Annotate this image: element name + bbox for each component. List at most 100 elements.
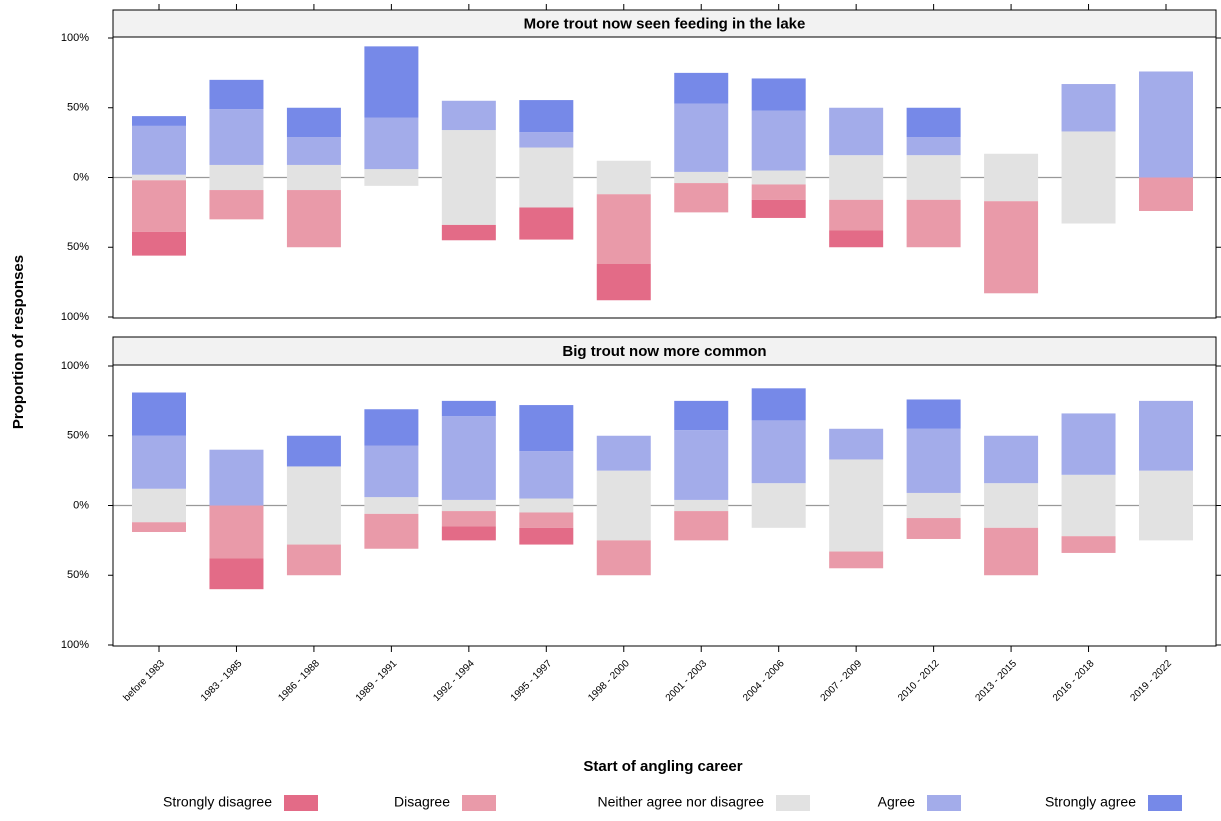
x-tick-label: 1998 - 2000	[586, 658, 632, 704]
bar-segment	[906, 428, 961, 493]
bar-segment	[364, 117, 419, 170]
bar-segment	[1061, 536, 1116, 553]
x-tick-label: 2007 - 2009	[819, 658, 865, 704]
legend-label: Strongly agree	[1045, 794, 1136, 810]
legend-swatch	[462, 795, 496, 811]
bar-segment	[751, 420, 806, 484]
bar-segment	[751, 170, 806, 185]
bar-segment	[829, 155, 884, 200]
x-tick-label: before 1983	[121, 658, 167, 704]
bar-segment	[286, 466, 341, 545]
bar-segment	[286, 137, 341, 165]
x-tick-label: 1995 - 1997	[509, 658, 555, 704]
y-tick-label: 0%	[73, 171, 89, 183]
y-tick-label: 50%	[67, 102, 89, 114]
bar-segment	[596, 470, 651, 541]
bar-segment	[441, 526, 496, 541]
bar-segment	[519, 512, 574, 528]
x-axis-title: Start of angling career	[583, 758, 742, 775]
bar-segment	[596, 160, 651, 195]
bar-segment	[1139, 400, 1193, 471]
bar-segment	[364, 497, 419, 514]
bar-segment	[441, 224, 496, 241]
y-axis-title: Proportion of responses	[10, 255, 27, 429]
bar-segment	[906, 518, 961, 539]
bar-segment	[209, 109, 264, 165]
bar-segment	[906, 137, 961, 156]
bar-segment	[1061, 131, 1116, 224]
bar-segment	[132, 116, 186, 126]
bar-segment	[984, 483, 1039, 528]
bar-segment	[1061, 84, 1116, 132]
bar-segment	[209, 190, 264, 220]
bar-segment	[286, 435, 341, 467]
bar-segment	[519, 147, 574, 208]
bar-segment	[364, 513, 419, 549]
bar-segment	[1061, 474, 1116, 537]
bar-segment	[364, 445, 419, 498]
bar-segment	[441, 100, 496, 131]
bar-segment	[984, 527, 1039, 576]
bar-segment	[286, 107, 341, 138]
bar-segment	[906, 399, 961, 429]
bar-segment	[751, 483, 806, 528]
bar-segment	[829, 230, 884, 248]
y-tick-label: 0%	[73, 499, 89, 511]
bar-segment	[829, 199, 884, 231]
panel-strip	[112, 9, 1217, 38]
bar-segment	[596, 435, 651, 471]
bar-segment	[674, 171, 729, 184]
bar-segment	[519, 498, 574, 513]
bar-segment	[441, 130, 496, 225]
legend-label: Disagree	[394, 794, 450, 810]
bar-segment	[984, 153, 1039, 202]
bar-segment	[1061, 413, 1116, 475]
bar-segment	[519, 132, 574, 148]
bar-segment	[132, 231, 186, 256]
bar-segment	[1139, 470, 1193, 541]
bar-segment	[674, 499, 729, 512]
bar-segment	[209, 164, 264, 191]
x-tick-label: 2010 - 2012	[896, 658, 942, 704]
bar-segment	[441, 400, 496, 417]
bar-segment	[286, 190, 341, 248]
x-tick-label: 1992 - 1994	[431, 658, 477, 704]
bar-segment	[829, 551, 884, 569]
x-tick-label: 1983 - 1985	[199, 658, 245, 704]
x-tick-label: 2004 - 2006	[741, 658, 787, 704]
y-tick-label: 50%	[67, 569, 89, 581]
bar-segment	[829, 428, 884, 460]
bar-segment	[751, 184, 806, 200]
bar-segment	[132, 392, 186, 436]
legend-swatch	[776, 795, 810, 811]
y-tick-label: 100%	[61, 360, 89, 372]
bar-segment	[209, 505, 264, 559]
x-tick-label: 2013 - 2015	[974, 658, 1020, 704]
legend-swatch	[1148, 795, 1182, 811]
panel-strip	[112, 336, 1217, 366]
bar-segment	[132, 435, 186, 489]
x-tick-label: 1986 - 1988	[276, 658, 322, 704]
legend-label: Strongly disagree	[163, 794, 272, 810]
bar-segment	[984, 435, 1039, 484]
bar-segment	[674, 72, 729, 104]
y-tick-label: 100%	[61, 639, 89, 651]
bar-segment	[751, 78, 806, 111]
bar-segment	[829, 459, 884, 552]
bar-segment	[906, 107, 961, 138]
bar-segment	[674, 103, 729, 172]
bar-segment	[364, 169, 419, 186]
bar-segment	[519, 451, 574, 499]
bar-segment	[674, 430, 729, 500]
panel-title: Big trout now more common	[562, 343, 766, 360]
bar-segment	[441, 416, 496, 500]
bar-segment	[364, 409, 419, 446]
bar-segment	[674, 400, 729, 431]
legend-label: Neither agree nor disagree	[597, 794, 764, 810]
bar-segment	[286, 164, 341, 191]
bar-segment	[519, 207, 574, 240]
bar-segment	[906, 199, 961, 248]
bar-segment	[132, 180, 186, 232]
bar-segment	[132, 174, 186, 181]
